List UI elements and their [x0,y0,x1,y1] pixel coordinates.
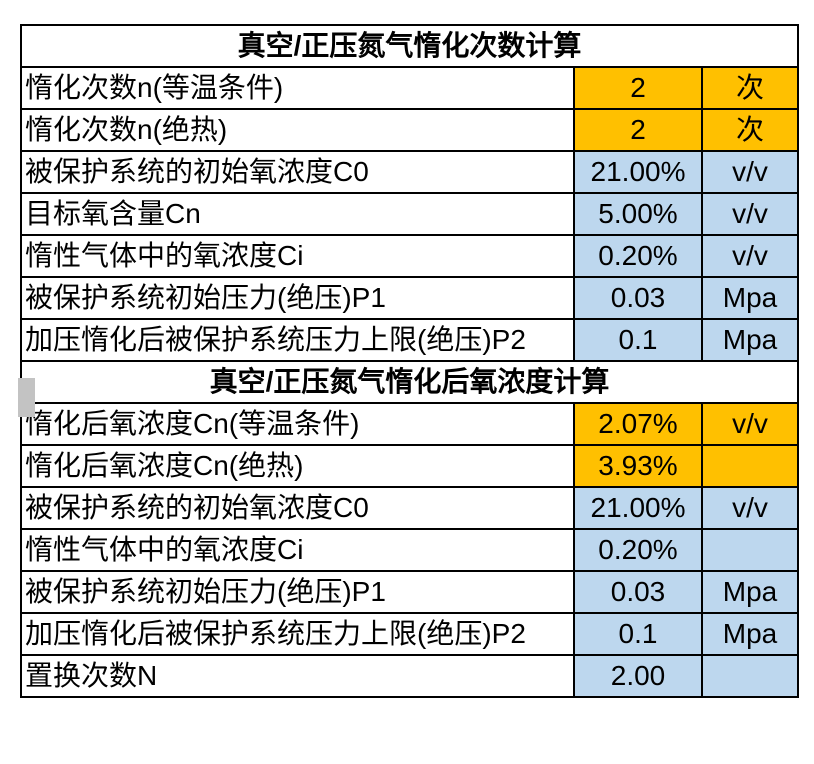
value-cell[interactable]: 21.00% [573,150,703,194]
gray-marker [18,378,35,417]
unit-cell[interactable]: v/v [700,150,800,194]
table-row: 加压惰化后被保护系统压力上限(绝压)P2 0.1 Mpa [20,612,800,656]
row-label-cell[interactable]: 被保护系统的初始氧浓度C0 [20,486,575,530]
table-row: 被保护系统初始压力(绝压)P1 0.03 Mpa [20,570,800,614]
value-cell[interactable]: 2 [573,108,703,152]
section-title-inerting-count[interactable]: 真空/正压氮气惰化次数计算 [19,24,800,68]
value-cell[interactable]: 0.03 [573,570,703,614]
table-row: 惰化次数n(等温条件) 2 次 [20,66,800,110]
value-cell[interactable]: 3.93% [573,444,703,488]
row-label-cell[interactable]: 目标氧含量Cn [20,192,575,236]
unit-cell[interactable]: Mpa [700,570,800,614]
value-cell[interactable]: 2 [573,66,703,110]
table-row: 惰性气体中的氧浓度Ci 0.20% v/v [20,234,800,278]
row-label-cell[interactable]: 被保护系统初始压力(绝压)P1 [20,570,575,614]
value-cell[interactable]: 0.20% [573,528,703,572]
unit-cell[interactable] [700,528,800,572]
table-row: 惰性气体中的氧浓度Ci 0.20% [20,528,800,572]
value-cell[interactable]: 0.1 [573,612,703,656]
table-row: 置换次数N 2.00 [20,654,800,698]
unit-cell[interactable]: 次 [700,108,800,152]
unit-cell[interactable]: v/v [700,486,800,530]
table-row: 被保护系统初始压力(绝压)P1 0.03 Mpa [20,276,800,320]
value-cell[interactable]: 0.03 [573,276,703,320]
unit-cell[interactable]: v/v [700,402,800,446]
row-label-cell[interactable]: 惰化次数n(等温条件) [20,66,575,110]
row-label-cell[interactable]: 被保护系统的初始氧浓度C0 [20,150,575,194]
section-header-row: 真空/正压氮气惰化后氧浓度计算 [19,360,800,404]
unit-cell[interactable]: 次 [700,66,800,110]
row-label-cell[interactable]: 加压惰化后被保护系统压力上限(绝压)P2 [20,318,575,362]
row-label-cell[interactable]: 惰化后氧浓度Cn(等温条件) [20,402,575,446]
spreadsheet-region: 真空/正压氮气惰化次数计算 惰化次数n(等温条件) 2 次 惰化次数n(绝热) … [19,24,800,698]
section-title-oxygen-concentration[interactable]: 真空/正压氮气惰化后氧浓度计算 [19,360,800,404]
value-cell[interactable]: 5.00% [573,192,703,236]
table-row: 被保护系统的初始氧浓度C0 21.00% v/v [20,486,800,530]
unit-cell[interactable] [700,444,800,488]
section-header-row: 真空/正压氮气惰化次数计算 [19,24,800,68]
row-label-cell[interactable]: 被保护系统初始压力(绝压)P1 [20,276,575,320]
value-cell[interactable]: 21.00% [573,486,703,530]
inerting-calc-table: 真空/正压氮气惰化次数计算 惰化次数n(等温条件) 2 次 惰化次数n(绝热) … [19,24,800,698]
row-label-cell[interactable]: 加压惰化后被保护系统压力上限(绝压)P2 [20,612,575,656]
value-cell[interactable]: 0.20% [573,234,703,278]
unit-cell[interactable]: Mpa [700,276,800,320]
value-cell[interactable]: 2.07% [573,402,703,446]
table-row: 目标氧含量Cn 5.00% v/v [20,192,800,236]
row-label-cell[interactable]: 惰性气体中的氧浓度Ci [20,528,575,572]
row-label-cell[interactable]: 惰化后氧浓度Cn(绝热) [20,444,575,488]
row-label-cell[interactable]: 置换次数N [20,654,575,698]
table-row: 被保护系统的初始氧浓度C0 21.00% v/v [20,150,800,194]
value-cell[interactable]: 2.00 [573,654,703,698]
unit-cell[interactable]: Mpa [700,318,800,362]
unit-cell[interactable] [700,654,800,698]
table-row: 惰化后氧浓度Cn(绝热) 3.93% [20,444,800,488]
unit-cell[interactable]: Mpa [700,612,800,656]
row-label-cell[interactable]: 惰化次数n(绝热) [20,108,575,152]
table-row: 加压惰化后被保护系统压力上限(绝压)P2 0.1 Mpa [20,318,800,362]
unit-cell[interactable]: v/v [700,192,800,236]
table-row: 惰化次数n(绝热) 2 次 [20,108,800,152]
row-label-cell[interactable]: 惰性气体中的氧浓度Ci [20,234,575,278]
value-cell[interactable]: 0.1 [573,318,703,362]
table-row: 惰化后氧浓度Cn(等温条件) 2.07% v/v [20,402,800,446]
unit-cell[interactable]: v/v [700,234,800,278]
